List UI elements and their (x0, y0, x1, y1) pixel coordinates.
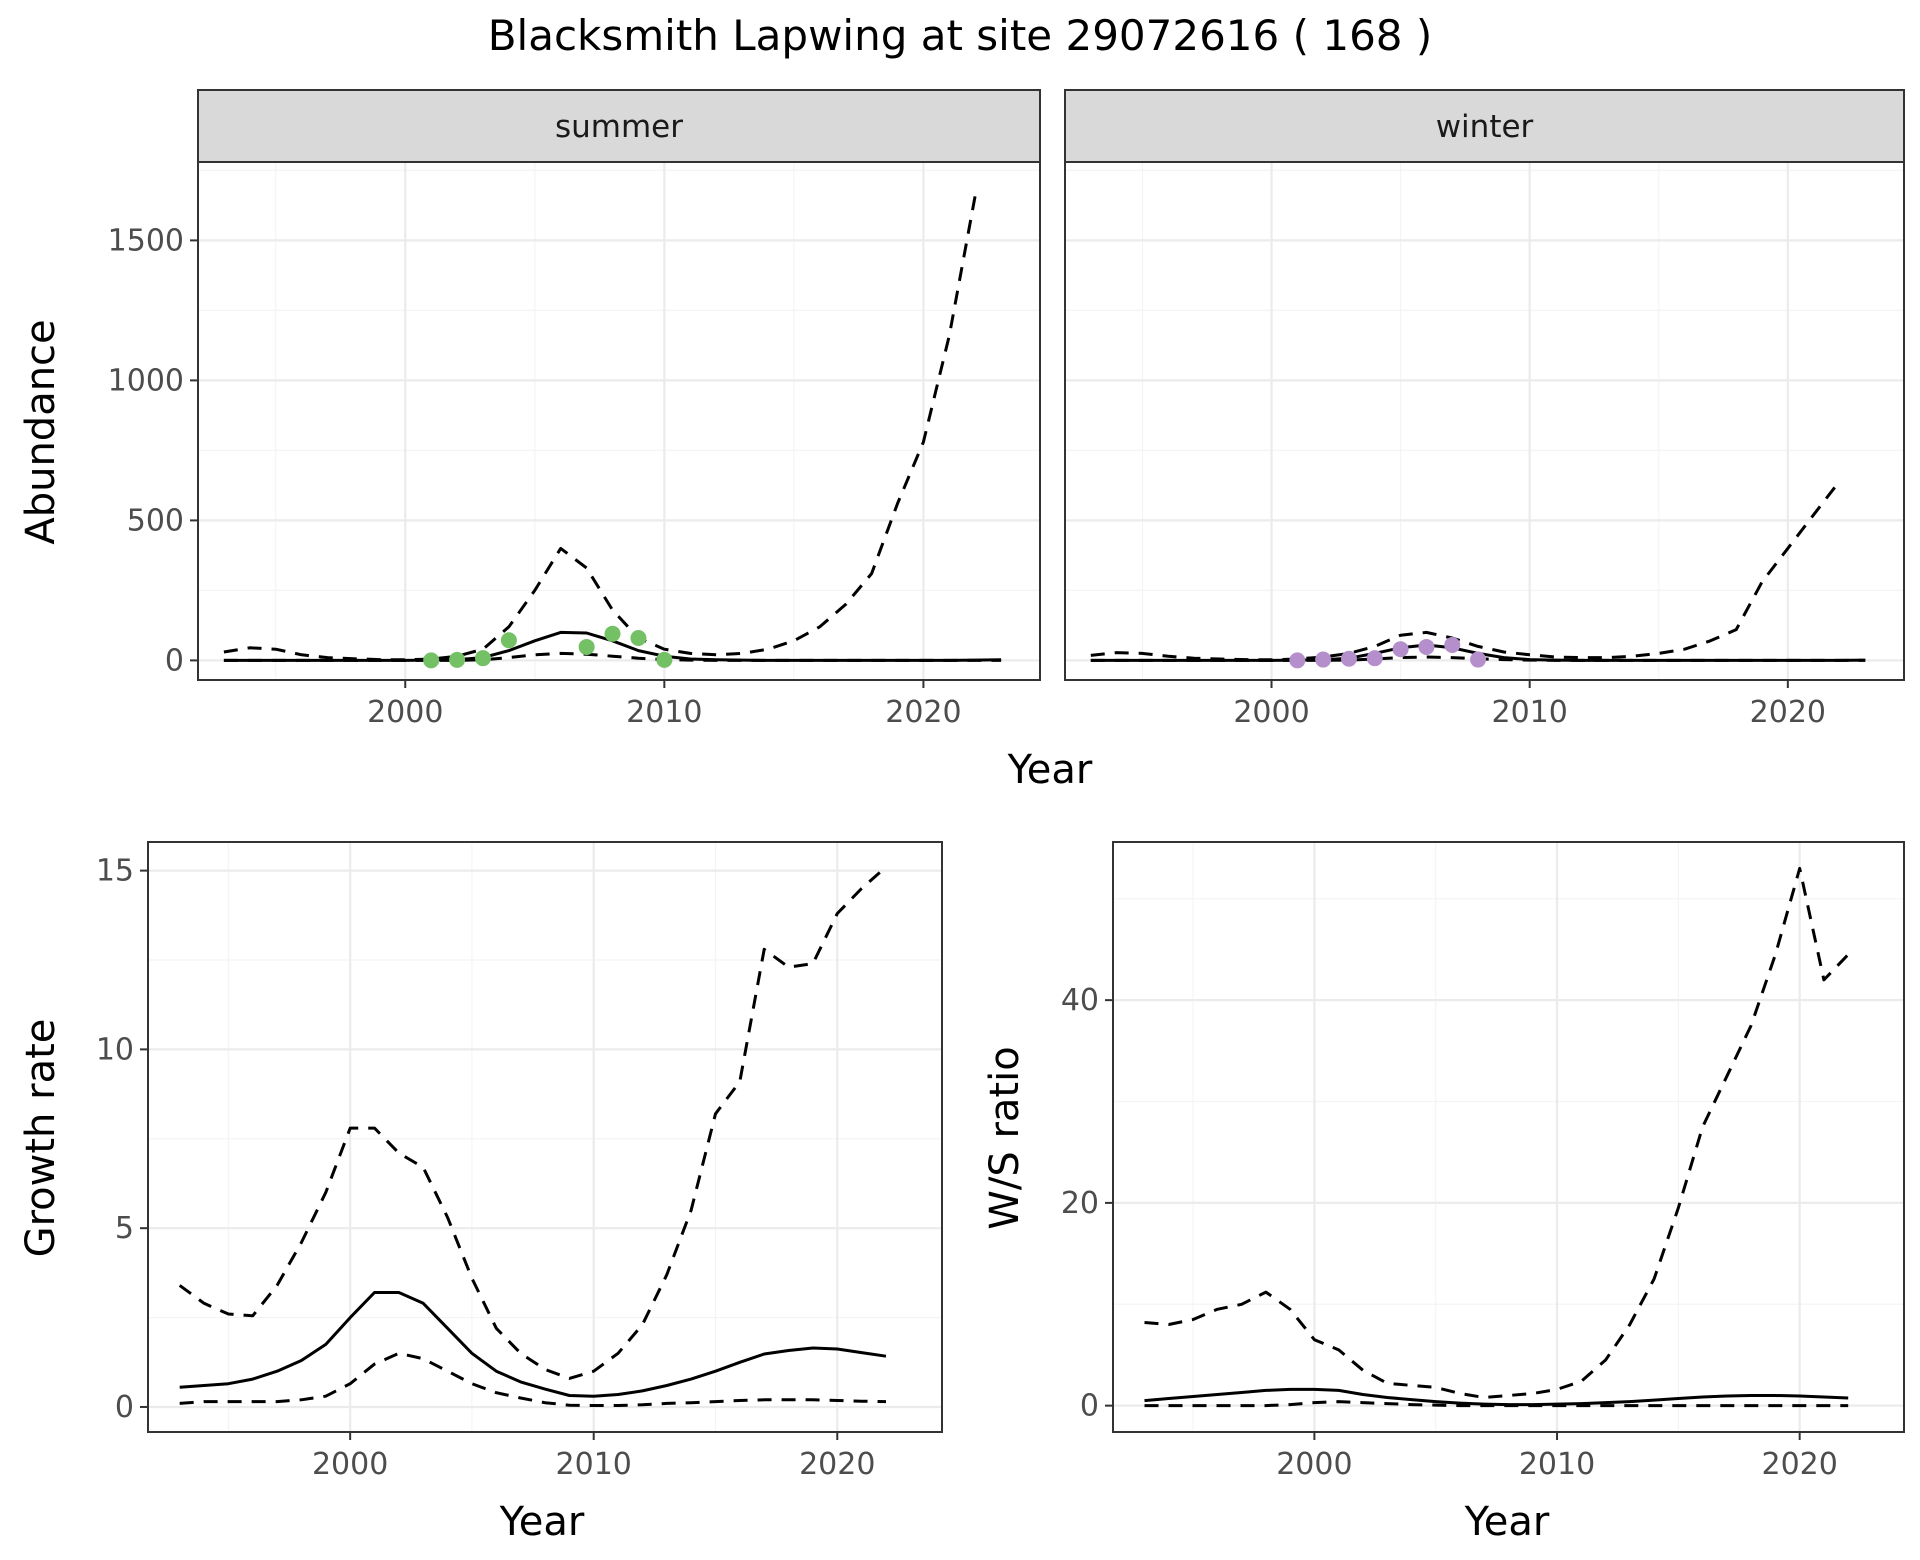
figure-title: Blacksmith Lapwing at site 29072616 ( 16… (488, 11, 1433, 60)
growth-x-tick-label: 2000 (312, 1447, 388, 1482)
winter-x-tick-label: 2000 (1233, 695, 1309, 730)
ws-x-tick-label: 2020 (1761, 1447, 1837, 1482)
ws-upper-line (1144, 866, 1850, 1399)
growth-estimate-line (179, 1291, 887, 1398)
ws-x-tick-label: 2010 (1519, 1447, 1595, 1482)
summer-x-tick-label: 2000 (367, 695, 443, 730)
summer-observation-point (449, 651, 466, 668)
growth-panel-border (147, 841, 943, 1433)
abundance-winter-panel: 2000 2010 2020 winter (1064, 89, 1905, 730)
abundance-x-axis-title: Year (1007, 747, 1093, 793)
winter-observation-point (1444, 637, 1461, 653)
growth-y-axis-title: Growth rate (18, 1019, 64, 1258)
winter-observation-point (1470, 651, 1487, 668)
growth-y-tick-label: 5 (115, 1211, 134, 1246)
summer-observation-point (604, 625, 621, 642)
growth-y-tick-label: 15 (96, 854, 134, 889)
winter-facet-strip (1064, 89, 1905, 163)
summer-y-tick-label: 1000 (108, 363, 184, 398)
summer-y-tick-label: 1500 (108, 223, 184, 258)
ws-x-axis-title: Year (1464, 1499, 1550, 1545)
winter-x-tick-label: 2020 (1750, 695, 1826, 730)
summer-observation-point (578, 638, 595, 655)
ws-estimate-line (1144, 1387, 1849, 1407)
ws-y-axis-title: W/S ratio (982, 1046, 1028, 1229)
winter-observation-point (1418, 638, 1435, 655)
summer-x-tick-label: 2010 (626, 695, 702, 730)
growth-x-tick-label: 2010 (556, 1447, 632, 1482)
summer-facet-label: summer (555, 109, 683, 145)
ws-lower-line (1144, 1400, 1849, 1408)
summer-facet-strip (197, 89, 1041, 163)
growth-x-axis-title: Year (499, 1499, 585, 1545)
abundance-summer-panel: 2000 2010 2020 0 500 1000 1500 summer (108, 89, 1041, 730)
winter-x-tick-label: 2010 (1491, 695, 1567, 730)
winter-observation-point (1366, 650, 1383, 667)
summer-observation-point (630, 630, 647, 646)
growth-x-tick-label: 2020 (799, 1447, 875, 1482)
summer-observation-point (474, 650, 491, 667)
summer-observation-point (423, 652, 440, 669)
summer-y-tick-label: 0 (165, 643, 184, 678)
summer-y-tick-label: 500 (127, 503, 184, 538)
winter-observation-point (1289, 652, 1306, 669)
growth-y-tick-label: 10 (96, 1032, 134, 1067)
ws-x-tick-label: 2000 (1276, 1447, 1352, 1482)
summer-upper-line (223, 195, 977, 662)
ws-y-tick-label: 0 (1080, 1389, 1099, 1424)
winter-observation-point (1340, 650, 1357, 667)
winter-facet-label: winter (1436, 109, 1534, 145)
growth-rate-panel: 2000 2010 2020 0 5 10 15 (96, 841, 943, 1482)
summer-observation-point (500, 632, 517, 649)
growth-upper-line (178, 865, 887, 1380)
abundance-y-axis-title: Abundance (18, 319, 64, 544)
winter-upper-line (1090, 480, 1841, 662)
ws-ratio-panel: 2000 2010 2020 0 20 40 (1061, 841, 1905, 1482)
summer-x-tick-label: 2020 (885, 695, 961, 730)
ws-panel-border (1112, 841, 1905, 1433)
ws-y-tick-label: 20 (1061, 1186, 1099, 1221)
growth-lower-line (179, 1351, 887, 1407)
winter-observation-point (1315, 651, 1332, 668)
growth-y-tick-label: 0 (115, 1390, 134, 1425)
summer-observation-point (656, 651, 673, 668)
summer-lower-line (223, 651, 1002, 662)
ws-y-tick-label: 40 (1061, 983, 1099, 1018)
winter-observation-point (1392, 641, 1409, 658)
